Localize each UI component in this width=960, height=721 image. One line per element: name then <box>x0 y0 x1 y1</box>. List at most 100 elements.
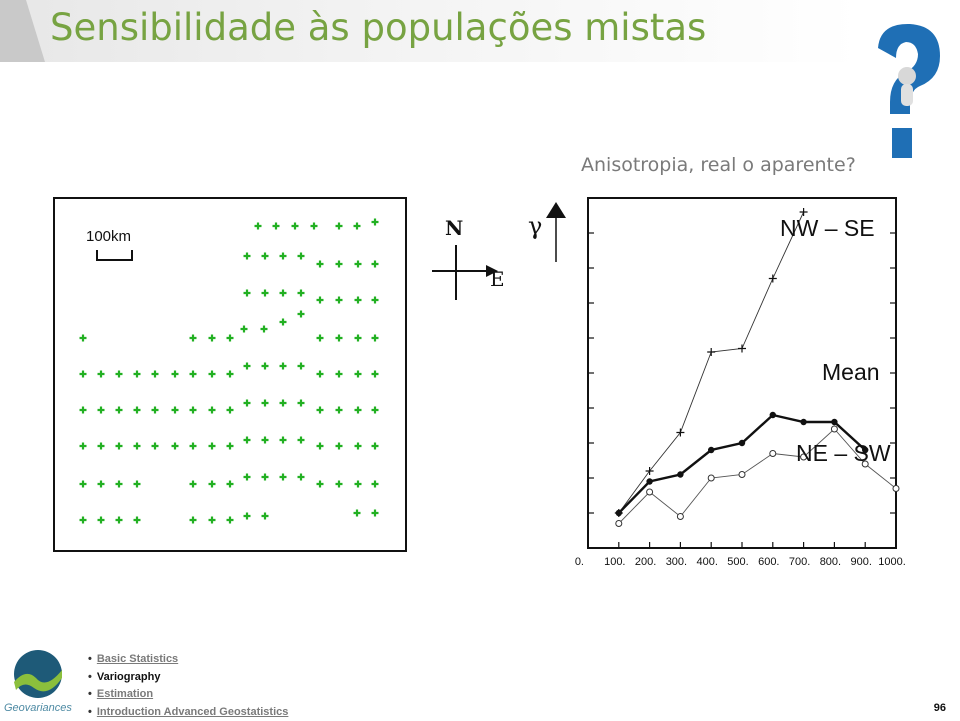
data-point <box>616 510 622 516</box>
sample-point <box>262 363 269 370</box>
data-point <box>708 475 714 481</box>
sample-point <box>317 261 324 268</box>
sample-point <box>372 261 379 268</box>
data-point <box>770 451 776 457</box>
sample-point <box>152 371 159 378</box>
sample-point <box>298 437 305 444</box>
sample-point <box>273 223 280 230</box>
sample-point <box>244 363 251 370</box>
sample-point <box>80 481 87 488</box>
sample-point <box>355 261 362 268</box>
sample-point <box>317 371 324 378</box>
sample-point <box>355 371 362 378</box>
sample-point <box>280 474 287 481</box>
sample-point <box>134 443 141 450</box>
data-point <box>739 440 745 446</box>
x-tick-label: 1000. <box>878 556 906 568</box>
sample-point <box>292 223 299 230</box>
sample-point <box>172 443 179 450</box>
sample-point <box>172 371 179 378</box>
sample-point <box>98 517 105 524</box>
sample-point <box>355 481 362 488</box>
slide-title: Sensibilidade às populações mistas <box>50 6 706 49</box>
sample-point <box>280 290 287 297</box>
scale-bar <box>96 248 136 262</box>
variogram-chart: 0.100.200.300.400.500.600.700.800.900.10… <box>520 190 920 580</box>
sample-point <box>372 510 379 517</box>
nav-link-advanced-geostatistics[interactable]: Introduction Advanced Geostatistics <box>97 706 289 718</box>
sample-point <box>244 437 251 444</box>
nav-item-basic-statistics: •Basic Statistics <box>88 651 288 669</box>
nav-item-estimation: •Estimation <box>88 686 288 704</box>
nav-link-basic-statistics[interactable]: Basic Statistics <box>97 653 178 665</box>
sample-point <box>280 437 287 444</box>
sample-point <box>355 335 362 342</box>
sample-point <box>116 443 123 450</box>
sample-point <box>116 517 123 524</box>
x-tick-label: 0. <box>575 556 584 568</box>
sample-point <box>134 517 141 524</box>
sample-point <box>280 363 287 370</box>
sample-point <box>244 474 251 481</box>
nav-link-estimation[interactable]: Estimation <box>97 688 153 700</box>
sample-point <box>298 253 305 260</box>
sample-point <box>98 407 105 414</box>
data-point <box>677 514 683 520</box>
question-mark-icon <box>860 18 950 178</box>
data-point <box>769 275 777 283</box>
sample-point <box>354 510 361 517</box>
sample-point <box>152 407 159 414</box>
sample-point <box>336 297 343 304</box>
sample-point <box>190 371 197 378</box>
slide-subtitle: Anisotropia, real o aparente? <box>581 154 856 176</box>
sample-point <box>227 443 234 450</box>
sample-point <box>116 371 123 378</box>
sample-point <box>317 443 324 450</box>
sample-point <box>262 513 269 520</box>
sample-point <box>317 407 324 414</box>
nav-item-variography: •Variography <box>88 669 288 687</box>
sample-point <box>80 335 87 342</box>
x-tick-label: 600. <box>758 556 779 568</box>
sample-point <box>209 481 216 488</box>
x-tick-label: 400. <box>696 556 717 568</box>
data-point <box>739 472 745 478</box>
sample-point <box>336 481 343 488</box>
sample-point <box>244 253 251 260</box>
data-point <box>831 426 837 432</box>
sample-point <box>209 517 216 524</box>
sample-point <box>209 443 216 450</box>
sample-point <box>98 481 105 488</box>
sample-point <box>355 443 362 450</box>
data-point <box>893 486 899 492</box>
map-scale-label: 100km <box>86 228 131 245</box>
sample-point <box>116 407 123 414</box>
x-tick-label: 800. <box>820 556 841 568</box>
sample-point <box>241 326 248 333</box>
sample-point <box>209 371 216 378</box>
compass-icon: N E <box>420 205 515 305</box>
compass-north-label: N <box>445 216 463 240</box>
sample-point <box>354 223 361 230</box>
sample-point <box>98 443 105 450</box>
sample-point <box>298 400 305 407</box>
sample-point <box>280 319 287 326</box>
sample-point <box>190 481 197 488</box>
sample-point <box>116 481 123 488</box>
sample-point <box>336 407 343 414</box>
sample-point <box>336 371 343 378</box>
sample-point <box>261 326 268 333</box>
footer-nav: •Basic Statistics •Variography •Estimati… <box>88 651 288 721</box>
sample-point <box>280 400 287 407</box>
sample-point <box>372 335 379 342</box>
data-point <box>677 471 683 477</box>
sample-point <box>262 253 269 260</box>
sample-point <box>298 311 305 318</box>
sample-point <box>209 407 216 414</box>
sample-point <box>227 517 234 524</box>
sample-point <box>227 335 234 342</box>
sample-point <box>317 335 324 342</box>
data-point <box>800 419 806 425</box>
sample-point <box>80 517 87 524</box>
sample-point <box>134 407 141 414</box>
